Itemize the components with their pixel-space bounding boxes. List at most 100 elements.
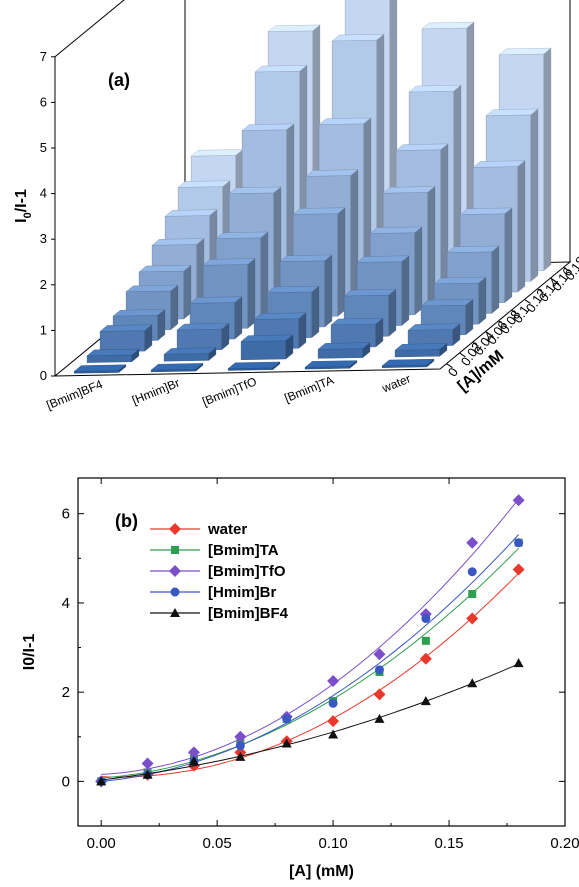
bar-3d xyxy=(163,347,217,362)
bar-top xyxy=(317,342,371,350)
bar-top xyxy=(485,108,539,116)
data-point xyxy=(466,612,479,625)
depth-tick xyxy=(459,352,466,358)
data-point xyxy=(327,675,340,687)
bar-top xyxy=(125,284,179,292)
bar-top xyxy=(254,65,308,73)
bar-top xyxy=(86,348,140,356)
bar-top xyxy=(190,149,244,157)
bar-top xyxy=(177,180,231,188)
bar-side xyxy=(427,186,436,305)
data-point xyxy=(328,729,339,739)
bar-front xyxy=(99,330,145,353)
bar-front xyxy=(394,349,440,358)
data-point xyxy=(170,608,180,617)
bar-side xyxy=(298,312,307,349)
bar-3d xyxy=(150,362,204,373)
y-tick-label: 3 xyxy=(40,231,47,246)
series xyxy=(96,658,524,786)
data-point xyxy=(467,567,477,577)
bar-front xyxy=(176,328,222,351)
depth-tick xyxy=(563,266,570,272)
panel-b-scatter-chart: 0.00 0.05 0.10 0.15 0.20 0 2 4 6 [A] (mM) I0/I-1 (b… xyxy=(21,477,579,880)
bar-side xyxy=(311,285,320,339)
bar-side xyxy=(517,160,526,293)
x-tick-label: 0.15 xyxy=(434,835,463,852)
data-point xyxy=(235,741,245,751)
data-point xyxy=(468,590,477,598)
bar-front xyxy=(86,354,132,363)
depth-tick xyxy=(485,331,492,336)
bar-top xyxy=(266,285,320,294)
bar-top xyxy=(279,254,333,262)
fit-curve xyxy=(101,498,519,775)
data-point xyxy=(281,738,292,748)
bar-top xyxy=(459,207,513,215)
bar-top xyxy=(408,85,462,93)
bar-top xyxy=(304,360,358,368)
bar-top xyxy=(151,238,205,246)
bar-top xyxy=(112,309,166,317)
category-label: [Bmim]TfO xyxy=(200,374,258,408)
y-tick-label: 4 xyxy=(62,595,70,612)
data-point xyxy=(169,523,181,535)
bar-side xyxy=(401,255,410,326)
bar-top xyxy=(394,343,448,351)
y-tick-label: 7 xyxy=(40,49,47,64)
bar-top xyxy=(420,299,474,307)
data-point xyxy=(374,713,385,723)
data-point xyxy=(467,678,478,688)
data-point xyxy=(421,614,431,624)
series xyxy=(95,494,525,788)
data-point xyxy=(187,746,200,759)
bar-top xyxy=(253,312,307,320)
bar-3d xyxy=(99,324,153,353)
panel-label: (a) xyxy=(108,70,130,90)
bar-top xyxy=(202,258,256,266)
bar-3d xyxy=(73,364,127,374)
depth-tick xyxy=(537,288,544,294)
bar-top xyxy=(433,276,487,285)
legend-entry: [Hmim]Br xyxy=(150,584,276,601)
series xyxy=(95,563,525,788)
legend-label: [Bmim]TfO xyxy=(208,563,286,580)
x-tick-label: 0.05 xyxy=(203,835,232,852)
data-point xyxy=(169,565,181,577)
depth-tick xyxy=(550,277,557,283)
bar-3d xyxy=(304,360,358,370)
data-point xyxy=(513,658,524,668)
bar-3d xyxy=(240,334,294,361)
data-point xyxy=(171,546,179,554)
bar-top xyxy=(421,21,475,30)
category-label: [Bmim]BF4 xyxy=(44,377,105,412)
plot-frame xyxy=(77,477,566,827)
bar-top xyxy=(138,265,192,273)
bar-top xyxy=(343,289,397,297)
bar-top xyxy=(189,296,243,304)
bar-top xyxy=(331,34,385,42)
bar-top xyxy=(164,209,218,217)
bar-top xyxy=(369,226,423,234)
legend-label: [Bmim]BF4 xyxy=(208,605,289,622)
data-point xyxy=(142,769,153,779)
data-point xyxy=(466,536,479,549)
fit-curve xyxy=(101,572,519,778)
bar-top xyxy=(395,143,449,151)
data-point xyxy=(419,652,432,665)
bar-3d xyxy=(407,323,461,347)
x-tick-label: 0.10 xyxy=(318,835,347,852)
legend-entry: [Bmim]TA xyxy=(150,542,279,559)
depth-tick-label: 0 xyxy=(445,365,461,380)
depth-tick xyxy=(472,341,479,347)
bar-front xyxy=(317,348,363,359)
depth-tick xyxy=(446,363,453,369)
bar-top xyxy=(382,186,436,194)
data-point xyxy=(374,665,384,675)
depth-tick xyxy=(511,309,518,315)
bar-side xyxy=(440,143,449,294)
y-axis-label: I0/I-1 xyxy=(21,634,38,671)
y-tick-label: 4 xyxy=(40,186,47,201)
data-point xyxy=(373,688,386,701)
x-tick-label: 0.00 xyxy=(87,835,116,852)
